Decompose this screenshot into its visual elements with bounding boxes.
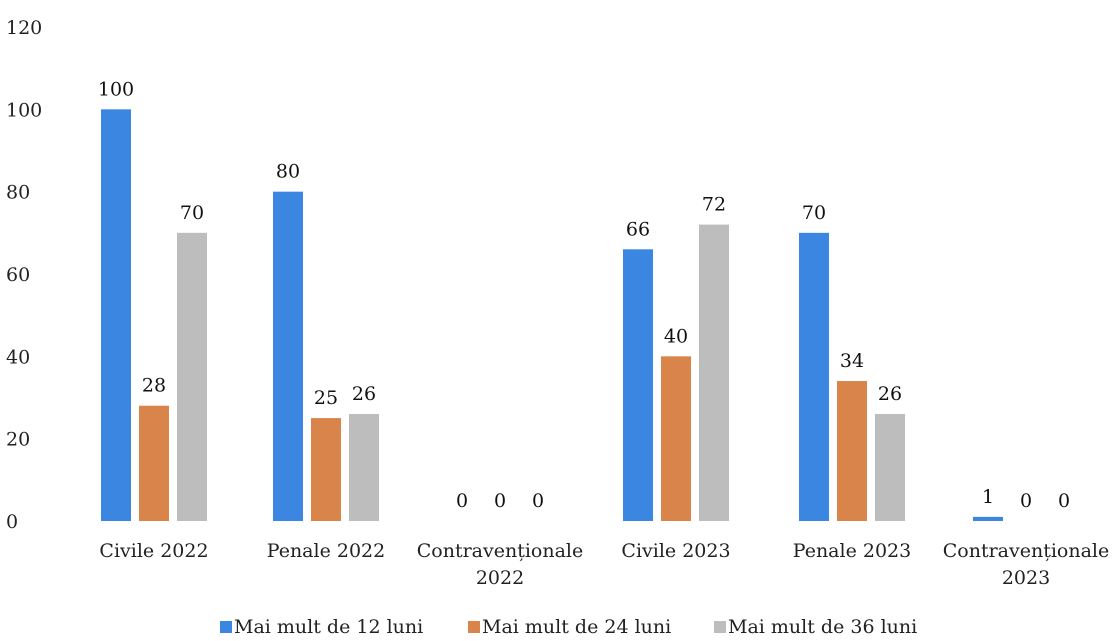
data-label: 26 (352, 383, 376, 405)
data-label: 100 (98, 78, 134, 100)
legend-label: Mai mult de 12 luni (234, 616, 423, 638)
category-label: Contravenționale (943, 540, 1110, 562)
legend-label: Mai mult de 24 luni (482, 616, 671, 638)
data-label: 0 (456, 490, 468, 512)
data-label: 25 (314, 387, 338, 409)
category-label: Penale 2022 (267, 540, 385, 562)
category-label: Contravenționale (417, 540, 584, 562)
bar (273, 191, 303, 521)
bar (349, 413, 379, 521)
bar (177, 232, 207, 522)
y-tick-label: 20 (6, 429, 30, 451)
data-label: 66 (626, 218, 650, 240)
data-label: 0 (1058, 490, 1070, 512)
data-label: 1 (982, 486, 994, 508)
bar (699, 224, 729, 521)
data-label: 34 (840, 350, 864, 372)
y-tick-label: 80 (6, 182, 30, 204)
legend-swatch (468, 621, 480, 633)
category-label: Civile 2023 (621, 540, 730, 562)
y-tick-label: 120 (6, 17, 42, 39)
bar (623, 249, 653, 522)
bar (661, 356, 691, 521)
data-label: 70 (802, 202, 826, 224)
bar (101, 109, 131, 521)
data-label: 70 (180, 202, 204, 224)
data-label: 80 (276, 161, 300, 183)
category-label: Penale 2023 (793, 540, 911, 562)
y-tick-label: 60 (6, 264, 30, 286)
bar (837, 381, 867, 521)
bar (973, 516, 1003, 521)
legend-swatch (714, 621, 726, 633)
bar (799, 232, 829, 522)
bar (139, 405, 169, 521)
data-label: 0 (1020, 490, 1032, 512)
data-label: 40 (664, 325, 688, 347)
category-label: Civile 2022 (99, 540, 208, 562)
data-label: 26 (878, 383, 902, 405)
data-label: 0 (532, 490, 544, 512)
y-tick-label: 0 (6, 511, 18, 533)
data-label: 72 (702, 194, 726, 216)
data-label: 28 (142, 375, 166, 397)
y-tick-label: 100 (6, 99, 42, 121)
bar (875, 413, 905, 521)
category-label: 2023 (1002, 567, 1050, 589)
data-label: 0 (494, 490, 506, 512)
legend-label: Mai mult de 36 luni (728, 616, 917, 638)
legend-swatch (220, 621, 232, 633)
y-tick-label: 40 (6, 346, 30, 368)
category-label: 2022 (476, 567, 524, 589)
bar (311, 418, 341, 521)
